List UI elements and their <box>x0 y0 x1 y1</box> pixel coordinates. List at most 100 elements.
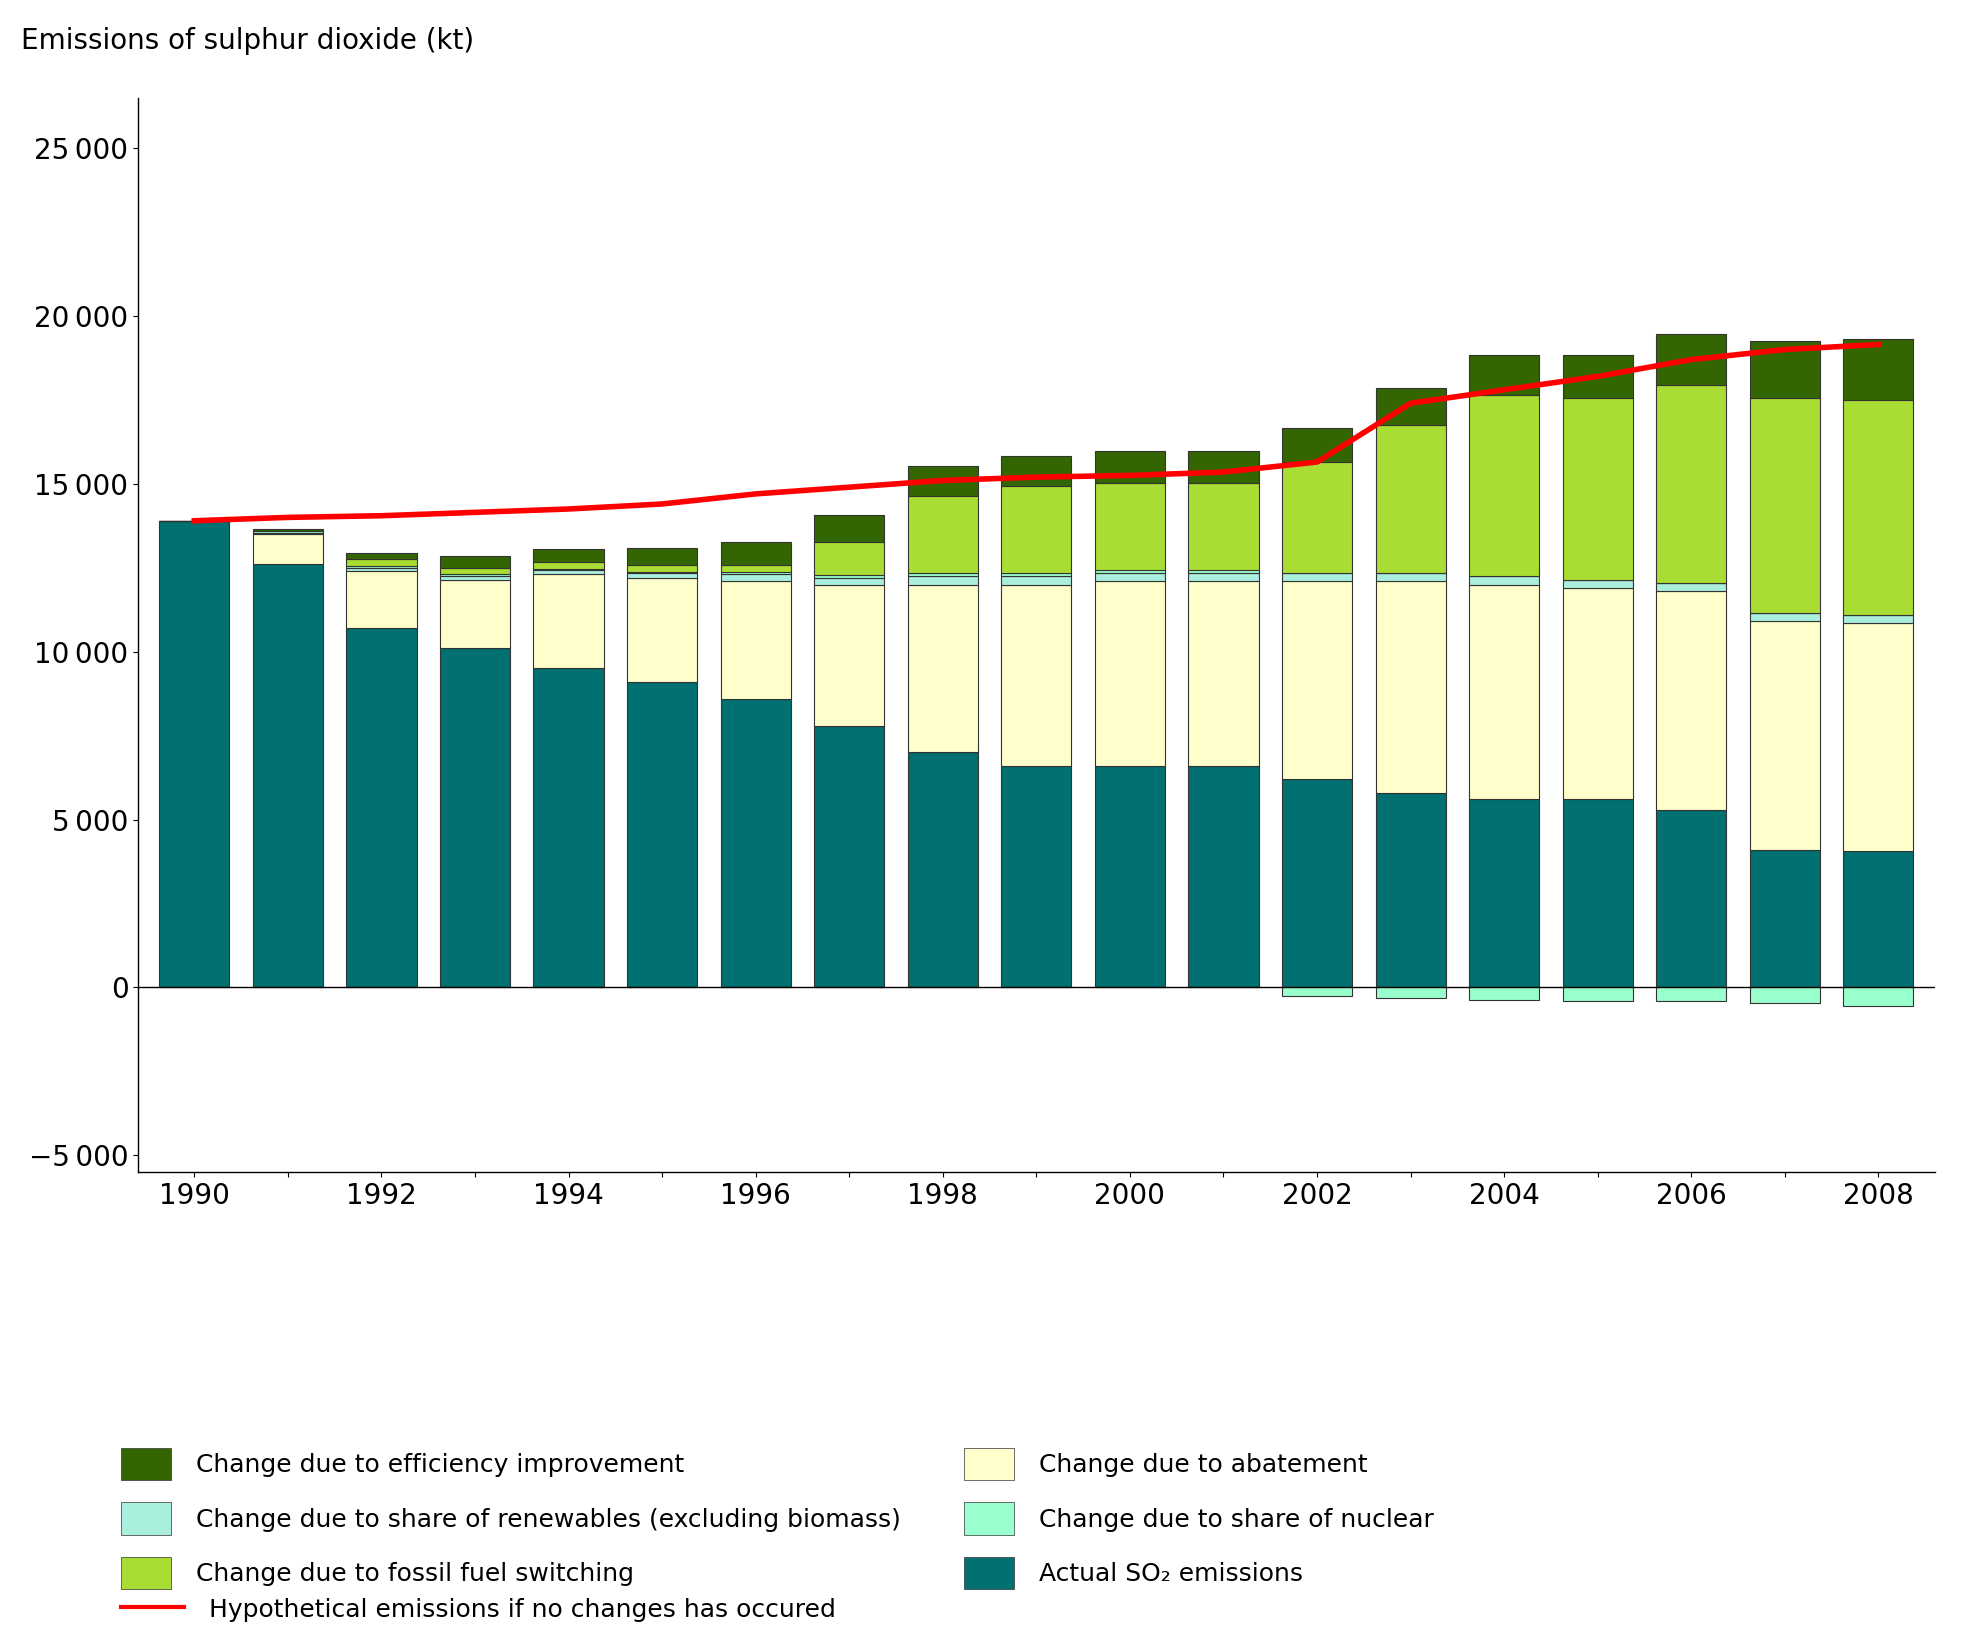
Bar <box>1655 809 1726 988</box>
Bar <box>1280 573 1352 581</box>
Bar <box>908 497 977 573</box>
Bar <box>1748 622 1819 850</box>
Bar <box>1748 342 1819 399</box>
Bar <box>1188 451 1259 484</box>
Bar <box>813 575 884 578</box>
Bar <box>1843 851 1912 988</box>
Bar <box>253 565 324 988</box>
Bar <box>908 576 977 584</box>
Bar <box>1280 462 1352 573</box>
Bar <box>813 514 884 542</box>
Bar <box>627 578 696 682</box>
Bar <box>1095 581 1164 765</box>
Bar <box>345 568 416 571</box>
Bar <box>1563 580 1632 588</box>
Bar <box>345 567 416 568</box>
Bar <box>1095 484 1164 570</box>
Bar <box>1655 988 1726 1001</box>
Bar <box>720 571 791 575</box>
Bar <box>160 521 229 988</box>
Bar <box>1468 576 1539 584</box>
Bar <box>1843 988 1912 1006</box>
Bar <box>627 571 696 573</box>
Bar <box>440 575 509 576</box>
Bar <box>1095 765 1164 988</box>
Bar <box>1280 581 1352 780</box>
Bar <box>1468 799 1539 988</box>
Bar <box>1000 456 1071 487</box>
Bar <box>1563 355 1632 399</box>
Bar <box>1843 615 1912 624</box>
Bar <box>1748 399 1819 614</box>
Bar <box>627 549 696 565</box>
Bar <box>720 565 791 571</box>
Bar <box>1375 573 1444 581</box>
Bar <box>1280 428 1352 462</box>
Bar <box>253 534 324 565</box>
Bar <box>440 648 509 988</box>
Bar <box>1375 793 1444 988</box>
Bar <box>1748 988 1819 1003</box>
Bar <box>1563 399 1632 580</box>
Bar <box>1655 384 1726 583</box>
Text: Emissions of sulphur dioxide (kt): Emissions of sulphur dioxide (kt) <box>22 26 474 55</box>
Bar <box>627 682 696 988</box>
Legend: Hypothetical emissions if no changes has occured: Hypothetical emissions if no changes has… <box>110 1587 844 1628</box>
Bar <box>440 580 509 648</box>
Bar <box>345 628 416 988</box>
Bar <box>440 576 509 580</box>
Bar <box>1375 387 1444 425</box>
Bar <box>1843 400 1912 615</box>
Bar <box>1188 484 1259 570</box>
Bar <box>1000 576 1071 584</box>
Bar <box>1843 624 1912 851</box>
Bar <box>1655 591 1726 809</box>
Bar <box>253 532 324 534</box>
Bar <box>1375 988 1444 998</box>
Bar <box>720 698 791 988</box>
Bar <box>627 573 696 578</box>
Bar <box>1563 588 1632 799</box>
Bar <box>1748 850 1819 988</box>
Legend: Change due to efficiency improvement, Change due to share of renewables (excludi: Change due to efficiency improvement, Ch… <box>110 1438 1442 1599</box>
Bar <box>440 568 509 575</box>
Bar <box>1280 988 1352 996</box>
Bar <box>1188 573 1259 581</box>
Bar <box>1375 425 1444 573</box>
Bar <box>345 560 416 567</box>
Bar <box>908 584 977 752</box>
Bar <box>345 552 416 560</box>
Bar <box>440 557 509 568</box>
Bar <box>1000 765 1071 988</box>
Bar <box>1748 614 1819 622</box>
Bar <box>533 570 604 575</box>
Bar <box>533 568 604 570</box>
Bar <box>908 466 977 497</box>
Bar <box>1375 581 1444 793</box>
Bar <box>720 581 791 698</box>
Bar <box>1188 570 1259 573</box>
Bar <box>1188 581 1259 765</box>
Bar <box>1655 334 1726 384</box>
Bar <box>1280 780 1352 988</box>
Bar <box>1000 584 1071 765</box>
Bar <box>1468 355 1539 396</box>
Bar <box>1468 396 1539 576</box>
Bar <box>1655 583 1726 591</box>
Bar <box>253 531 324 532</box>
Bar <box>1095 573 1164 581</box>
Bar <box>1563 988 1632 1001</box>
Bar <box>1095 570 1164 573</box>
Bar <box>720 575 791 581</box>
Bar <box>533 549 604 562</box>
Bar <box>1468 584 1539 799</box>
Bar <box>1095 451 1164 484</box>
Bar <box>627 565 696 571</box>
Bar <box>813 578 884 584</box>
Bar <box>813 726 884 988</box>
Bar <box>1563 799 1632 988</box>
Bar <box>813 584 884 726</box>
Bar <box>533 575 604 669</box>
Bar <box>813 542 884 575</box>
Bar <box>1000 573 1071 576</box>
